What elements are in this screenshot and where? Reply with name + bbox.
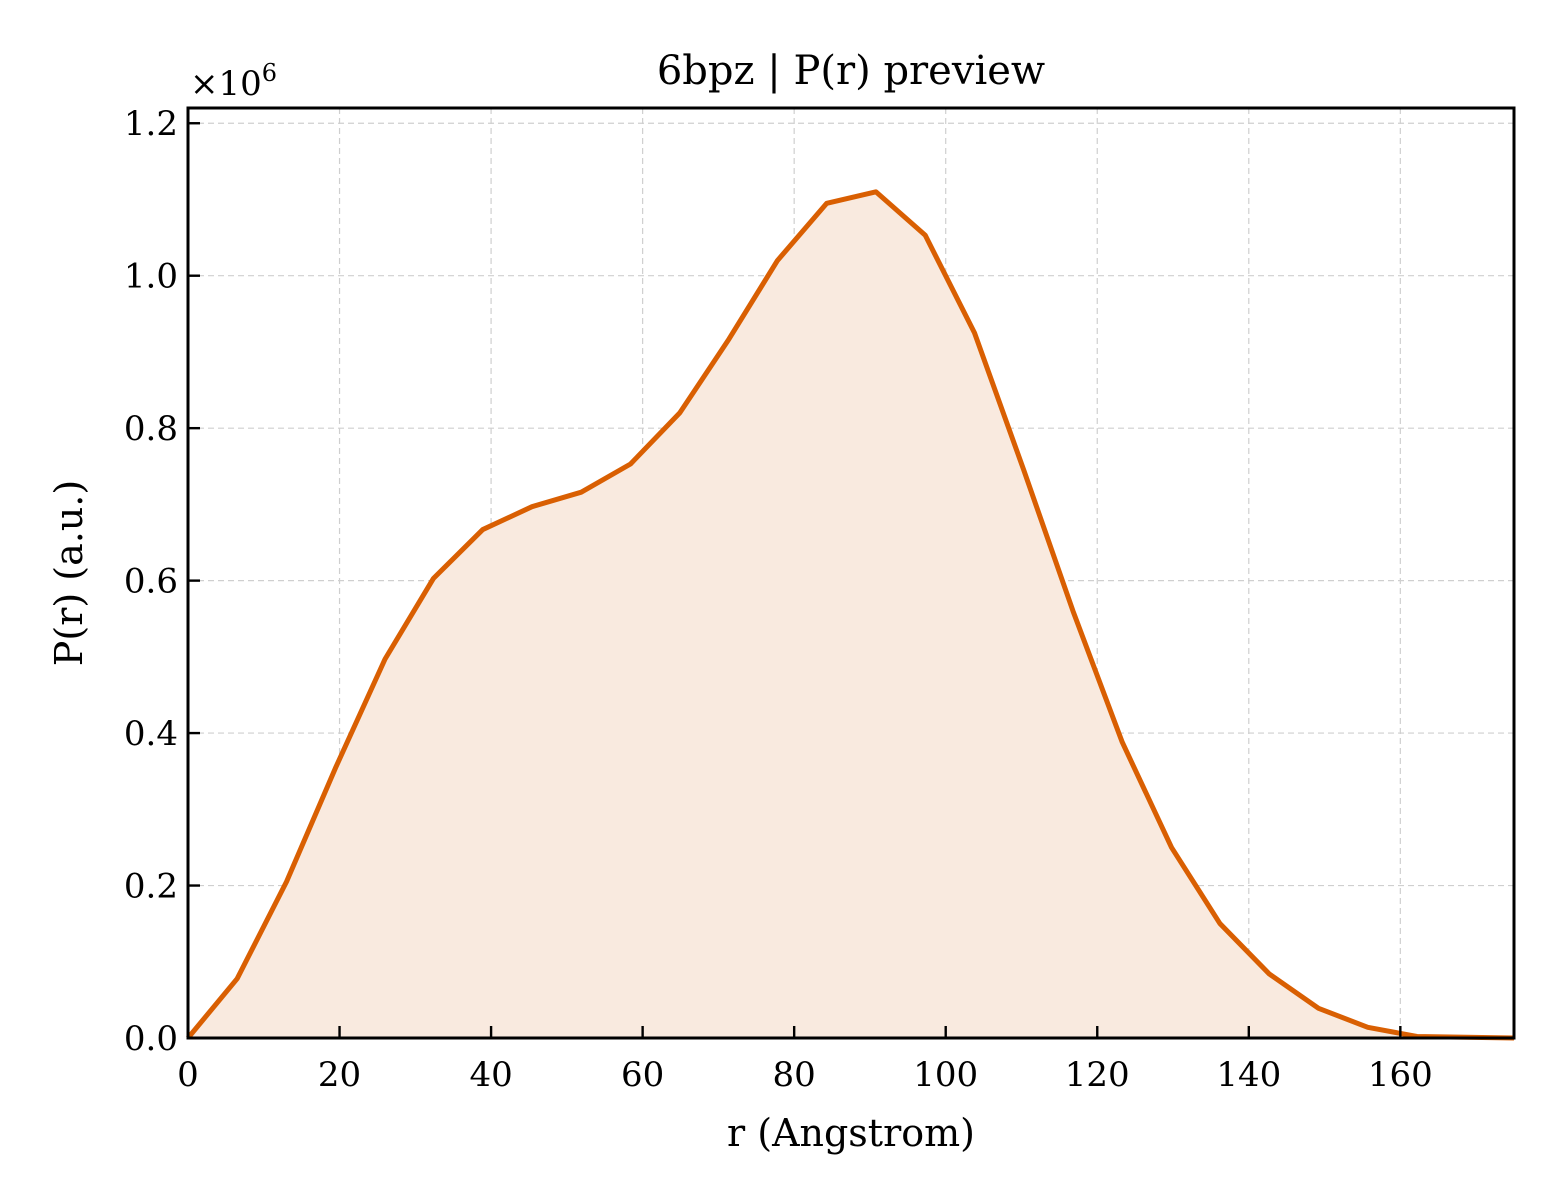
y-tick-label: 0.8 [124, 409, 178, 449]
y-tick-label: 1.0 [124, 257, 178, 297]
x-tick-label: 160 [1368, 1055, 1433, 1095]
y-tick-label: 0.4 [124, 714, 178, 754]
x-tick-label: 60 [621, 1055, 664, 1095]
pr-series-line [186, 189, 1515, 1041]
x-tick-label: 0 [177, 1055, 199, 1095]
axis-ticks: 0 20 40 60 80 100 120 140 160 0.0 0.2 0.4 0.6 0.8 1.0 1… [124, 104, 1433, 1095]
x-tick-label: 140 [1216, 1055, 1281, 1095]
plot-frame [186, 106, 1516, 1040]
x-tick-label: 80 [773, 1055, 816, 1095]
y-tick-label: 1.2 [124, 104, 178, 144]
x-axis-label: r (Angstrom) [727, 1111, 975, 1155]
chart-title: 6bpz | P(r) preview [657, 48, 1045, 94]
y-tick-label: 0.0 [124, 1019, 178, 1059]
x-tick-label: 20 [318, 1055, 361, 1095]
y-axis-label: P(r) (a.u.) [47, 480, 91, 666]
y-tick-label: 0.6 [124, 562, 178, 602]
pr-area-fill [188, 191, 1514, 1039]
y-axis-multiplier: ×106 [190, 59, 277, 104]
x-tick-label: 100 [913, 1055, 978, 1095]
x-tick-label: 120 [1065, 1055, 1130, 1095]
y-tick-label: 0.2 [124, 867, 178, 907]
x-tick-label: 40 [469, 1055, 512, 1095]
